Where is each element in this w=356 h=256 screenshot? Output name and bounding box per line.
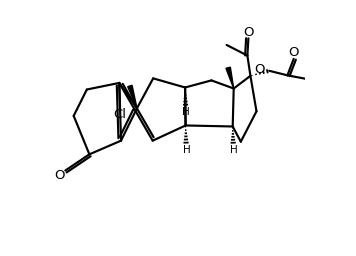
- Text: O: O: [54, 169, 65, 182]
- Polygon shape: [128, 85, 137, 108]
- Text: H: H: [183, 107, 190, 117]
- Text: O: O: [254, 63, 265, 76]
- Text: H: H: [230, 145, 238, 155]
- Text: H: H: [183, 145, 191, 155]
- Polygon shape: [226, 67, 234, 89]
- Text: Cl: Cl: [114, 108, 126, 121]
- Text: O: O: [243, 26, 253, 39]
- Text: O: O: [289, 46, 299, 59]
